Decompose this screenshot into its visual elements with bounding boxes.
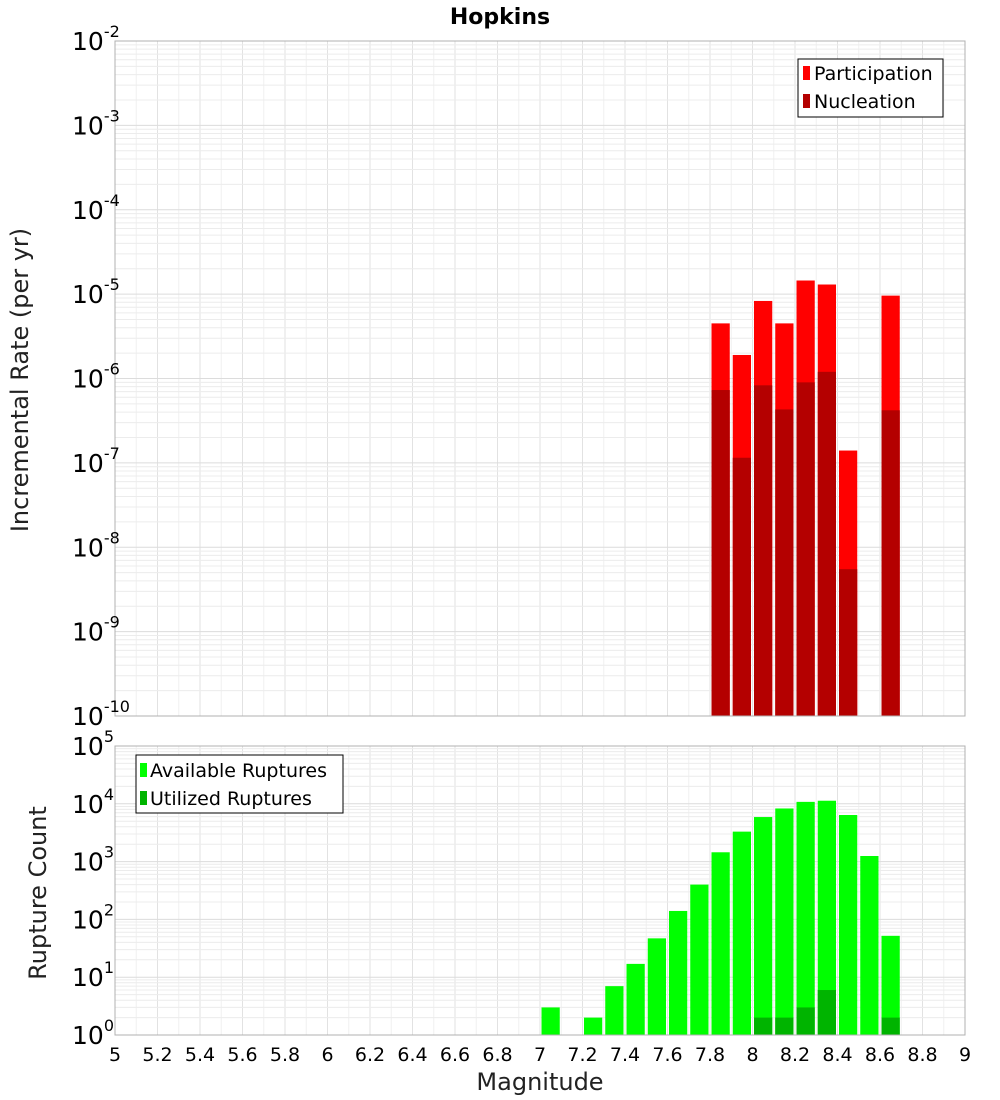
count-bar-available-ruptures xyxy=(541,1007,560,1035)
count-bar-utilized-ruptures xyxy=(775,1017,794,1035)
count-y-tick-label: 105 xyxy=(72,727,114,761)
x-tick-label: 7.6 xyxy=(652,1044,682,1066)
x-tick-label: 6 xyxy=(321,1044,333,1066)
count-y-tick-label: 101 xyxy=(72,958,114,992)
rate-y-tick-label: 10-10 xyxy=(72,697,130,731)
count-bar-available-ruptures xyxy=(626,963,645,1035)
x-tick-label: 5.6 xyxy=(227,1044,257,1066)
legend-label-utilized: Utilized Ruptures xyxy=(150,788,312,810)
rate-bar-nucleation xyxy=(732,457,751,716)
count-bar-available-ruptures xyxy=(775,808,794,1035)
rate-bar-nucleation xyxy=(754,385,773,716)
count-y-ticks: 100 101 102 103 104 105 xyxy=(72,727,114,1050)
rate-bar-nucleation xyxy=(839,569,858,716)
legend-swatch-participation xyxy=(803,66,810,80)
x-tick-label: 7.2 xyxy=(567,1044,597,1066)
rate-y-tick-label: 10-3 xyxy=(72,106,120,140)
count-bar-available-ruptures xyxy=(817,800,836,1035)
rate-bars xyxy=(711,280,900,716)
x-tick-label: 7 xyxy=(534,1044,546,1066)
count-bar-utilized-ruptures xyxy=(881,1017,900,1035)
x-tick-label: 6.6 xyxy=(440,1044,470,1066)
count-bar-available-ruptures xyxy=(881,935,900,1035)
rate-y-tick-label: 10-9 xyxy=(72,613,120,647)
count-y-axis-label: Rupture Count xyxy=(24,806,52,980)
x-tick-label: 8.6 xyxy=(865,1044,895,1066)
legend-label-nucleation: Nucleation xyxy=(814,91,916,113)
count-y-tick-label: 104 xyxy=(72,785,114,819)
x-tick-label: 6.4 xyxy=(397,1044,427,1066)
x-tick-label: 8.4 xyxy=(822,1044,852,1066)
count-bar-utilized-ruptures xyxy=(754,1017,773,1035)
count-bar-available-ruptures xyxy=(584,1017,603,1035)
rate-bar-nucleation xyxy=(817,371,836,716)
count-y-tick-label: 103 xyxy=(72,843,114,877)
x-tick-label: 8.2 xyxy=(780,1044,810,1066)
legend-swatch-available xyxy=(140,763,147,777)
x-tick-label: 5.2 xyxy=(142,1044,172,1066)
legend-label-available: Available Ruptures xyxy=(150,760,327,782)
rate-y-tick-label: 10-4 xyxy=(72,191,120,225)
rate-y-tick-label: 10-7 xyxy=(72,444,120,478)
x-tick-label: 7.4 xyxy=(610,1044,640,1066)
count-y-tick-label: 102 xyxy=(72,900,114,934)
rate-bar-nucleation xyxy=(881,410,900,716)
x-tick-label: 8 xyxy=(746,1044,758,1066)
rate-y-axis-label: Incremental Rate (per yr) xyxy=(6,228,34,532)
x-tick-label: 8.8 xyxy=(907,1044,937,1066)
rate-y-tick-label: 10-5 xyxy=(72,275,120,309)
rate-plot-border xyxy=(114,40,966,717)
x-axis-label: Magnitude xyxy=(476,1068,603,1096)
x-tick-label: 5 xyxy=(109,1044,121,1066)
x-tick-label: 5.8 xyxy=(270,1044,300,1066)
x-tick-label: 9 xyxy=(959,1044,971,1066)
count-y-tick-label: 100 xyxy=(72,1016,114,1050)
rate-bar-nucleation xyxy=(796,382,815,716)
rate-y-tick-label: 10-2 xyxy=(72,22,120,56)
count-bars xyxy=(541,800,900,1035)
x-tick-label: 7.8 xyxy=(695,1044,725,1066)
x-axis-ticks: 5 5.2 5.4 5.6 5.8 6 6.2 6.4 6.6 6.8 7 7.2 7.4 7.6 7.8 8… xyxy=(109,1044,971,1066)
count-legend: Available Ruptures Utilized Ruptures xyxy=(135,754,344,814)
rate-y-tick-label: 10-6 xyxy=(72,360,120,394)
count-plot-border xyxy=(114,745,966,1036)
count-legend-box xyxy=(135,754,344,814)
count-bar-available-ruptures xyxy=(796,801,815,1035)
legend-label-participation: Participation xyxy=(814,63,933,85)
count-bar-available-ruptures xyxy=(754,817,773,1035)
rate-legend: Participation Nucleation xyxy=(797,58,944,118)
rate-legend-box xyxy=(797,58,944,118)
chart-title: Hopkins xyxy=(450,5,550,30)
rate-y-ticks: 10-10 10-9 10-8 10-7 10-6 10-5 10-4 10-3 10-2 xyxy=(72,22,130,731)
count-bar-available-ruptures xyxy=(732,831,751,1035)
count-bar-available-ruptures xyxy=(711,852,730,1035)
rate-y-tick-label: 10-8 xyxy=(72,528,120,562)
count-bar-available-ruptures xyxy=(860,855,879,1035)
rupture-count-panel: 100 101 102 103 104 105 Rupture Count Availab… xyxy=(24,727,966,1050)
count-bar-available-ruptures xyxy=(605,986,624,1035)
count-bar-available-ruptures xyxy=(839,815,858,1035)
x-tick-label: 5.4 xyxy=(185,1044,215,1066)
rate-gridlines xyxy=(114,41,966,717)
legend-swatch-utilized xyxy=(140,791,147,805)
rate-bar-nucleation xyxy=(711,390,730,716)
count-bar-utilized-ruptures xyxy=(796,1007,815,1035)
legend-swatch-nucleation xyxy=(803,94,810,108)
x-tick-label: 6.8 xyxy=(482,1044,512,1066)
rate-bar-nucleation xyxy=(775,409,794,716)
x-tick-label: 6.2 xyxy=(355,1044,385,1066)
count-bar-available-ruptures xyxy=(647,938,666,1035)
count-bar-available-ruptures xyxy=(669,910,688,1035)
rate-panel: 10-10 10-9 10-8 10-7 10-6 10-5 10-4 10-3 10-2 In… xyxy=(6,22,966,731)
count-bar-available-ruptures xyxy=(690,884,709,1035)
count-bar-utilized-ruptures xyxy=(817,990,836,1035)
